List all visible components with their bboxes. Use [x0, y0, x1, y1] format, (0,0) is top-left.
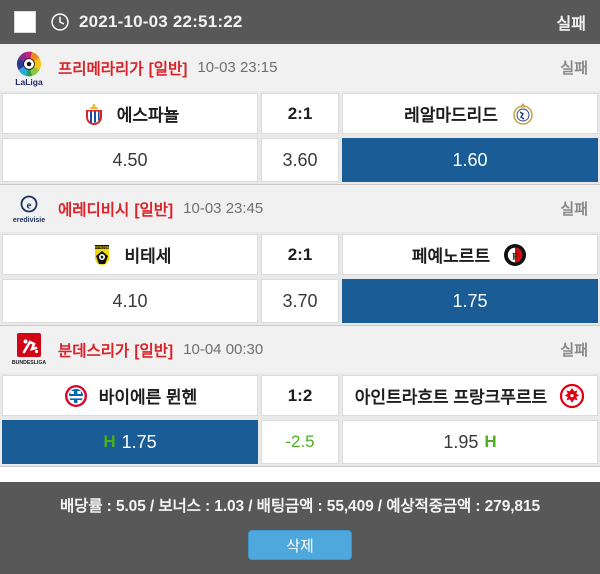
handicap-line-value: -2.5 — [285, 432, 315, 451]
svg-text:BUNDESLIGA: BUNDESLIGA — [12, 360, 47, 366]
svg-text:F: F — [512, 251, 518, 261]
clock-icon — [51, 13, 69, 31]
match-row: BUNDESLIGA 분데스리가 [일반] 10-04 00:30 실패 — [0, 326, 600, 467]
bundesliga-logo: BUNDESLIGA — [6, 330, 52, 370]
league-kind: [일반] — [134, 342, 174, 360]
league-time: 10-03 23:15 — [197, 59, 278, 76]
away-odds-cell[interactable]: 1.95 H — [342, 420, 598, 464]
svg-text:e: e — [27, 199, 32, 211]
away-team-cell[interactable]: 레알마드리드 — [342, 93, 598, 134]
league-status: 실패 — [560, 60, 588, 77]
league-name: 프리메라리가 — [58, 60, 144, 78]
draw-odds-cell[interactable]: 3.70 — [261, 279, 339, 323]
feyenoord-crest: F — [504, 243, 527, 266]
draw-odds-value: 3.60 — [282, 149, 318, 170]
espanyol-crest — [85, 103, 102, 125]
away-odds-cell[interactable]: 1.60 — [342, 138, 598, 182]
match-score: 2:1 — [287, 244, 313, 264]
home-team-name: 에스파뇰 — [116, 106, 180, 125]
away-team-cell[interactable]: 페예노르트 F — [342, 234, 598, 275]
league-status: 실패 — [560, 201, 588, 218]
vitesse-crest: VITESSE — [94, 244, 109, 265]
bet-summary-footer: 배당률 : 5.05 / 보너스 : 1.03 / 배팅금액 : 55,409 … — [0, 482, 600, 574]
league-name: 에레디비시 — [58, 201, 130, 219]
away-team-name: 페예노르트 — [411, 247, 491, 266]
draw-odds-value: 3.70 — [282, 290, 318, 311]
real-madrid-crest — [513, 102, 533, 125]
eredivisie-logo: e eredivisie — [6, 189, 52, 229]
svg-text:VITESSE: VITESSE — [94, 245, 109, 249]
score-cell: 2:1 — [261, 93, 339, 134]
match-score: 2:1 — [287, 103, 313, 123]
top-bar: 2021-10-03 22:51:22 실패 — [0, 0, 600, 44]
league-time: 10-03 23:45 — [183, 200, 264, 217]
home-odds-value: 1.75 — [121, 431, 157, 452]
bet-summary-text: 배당률 : 5.05 / 보너스 : 1.03 / 배팅금액 : 55,409 … — [60, 498, 540, 515]
league-kind: [일반] — [148, 60, 188, 78]
teams-row: 바이에른 뮌헨 1:2 아인트라흐트 프랑크푸르트 — [0, 373, 600, 418]
odds-row: 4.10 3.70 1.75 — [0, 277, 600, 325]
away-odds-cell[interactable]: 1.75 — [342, 279, 598, 323]
home-team-cell[interactable]: 에스파뇰 — [2, 93, 258, 134]
league-header: LaLiga 프리메라리가 [일반] 10-03 23:15 실패 — [0, 44, 600, 91]
away-team-cell[interactable]: 아인트라흐트 프랑크푸르트 — [342, 375, 598, 416]
away-odds-value: 1.60 — [452, 149, 488, 170]
handicap-mark-home: H — [103, 432, 116, 451]
home-odds-cell[interactable]: H 1.75 — [2, 420, 258, 464]
league-time: 10-04 00:30 — [183, 341, 264, 358]
home-odds-cell[interactable]: 4.10 — [2, 279, 258, 323]
score-cell: 2:1 — [261, 234, 339, 275]
delete-button[interactable]: 삭제 — [248, 530, 352, 560]
match-row: e eredivisie 에레디비시 [일반] 10-03 23:45 실패 V… — [0, 185, 600, 326]
select-checkbox[interactable] — [14, 11, 36, 33]
league-header: BUNDESLIGA 분데스리가 [일반] 10-04 00:30 실패 — [0, 326, 600, 373]
bayern-munich-crest — [64, 384, 87, 407]
odds-row: H 1.75 -2.5 1.95 H — [0, 418, 600, 466]
draw-odds-cell[interactable]: 3.60 — [261, 138, 339, 182]
teams-row: 에스파뇰 2:1 레알마드리드 — [0, 91, 600, 136]
laliga-logo: LaLiga — [6, 48, 52, 88]
home-team-cell[interactable]: 바이에른 뮌헨 — [2, 375, 258, 416]
home-team-name: 바이에른 뮌헨 — [98, 388, 198, 407]
handicap-mark-away: H — [484, 432, 497, 451]
league-status: 실패 — [560, 342, 588, 359]
home-team-name: 비테세 — [124, 247, 172, 266]
league-kind: [일반] — [134, 201, 174, 219]
away-odds-value: 1.95 — [443, 431, 479, 452]
score-cell: 1:2 — [261, 375, 339, 416]
home-team-cell[interactable]: VITESSE 비테세 — [2, 234, 258, 275]
odds-row: 4.50 3.60 1.60 — [0, 136, 600, 184]
home-odds-cell[interactable]: 4.50 — [2, 138, 258, 182]
match-list: LaLiga 프리메라리가 [일반] 10-03 23:15 실패 — [0, 44, 600, 482]
handicap-line-cell[interactable]: -2.5 — [261, 420, 339, 464]
bet-status: 실패 — [556, 16, 586, 33]
match-score: 1:2 — [287, 385, 313, 405]
match-row: LaLiga 프리메라리가 [일반] 10-03 23:15 실패 — [0, 44, 600, 185]
bet-datetime: 2021-10-03 22:51:22 — [79, 12, 243, 31]
svg-text:LaLiga: LaLiga — [15, 77, 43, 87]
away-odds-value: 1.75 — [452, 290, 488, 311]
away-team-name: 레알마드리드 — [404, 106, 498, 125]
home-odds-value: 4.50 — [112, 149, 148, 170]
away-team-name: 아인트라흐트 프랑크푸르트 — [354, 388, 548, 407]
teams-row: VITESSE 비테세 2:1 페예노르트 — [0, 232, 600, 277]
home-odds-value: 4.10 — [112, 290, 148, 311]
eintracht-frankfurt-crest — [560, 383, 585, 408]
league-name: 분데스리가 — [58, 342, 130, 360]
svg-text:eredivisie: eredivisie — [13, 217, 45, 224]
league-header: e eredivisie 에레디비시 [일반] 10-03 23:45 실패 — [0, 185, 600, 232]
